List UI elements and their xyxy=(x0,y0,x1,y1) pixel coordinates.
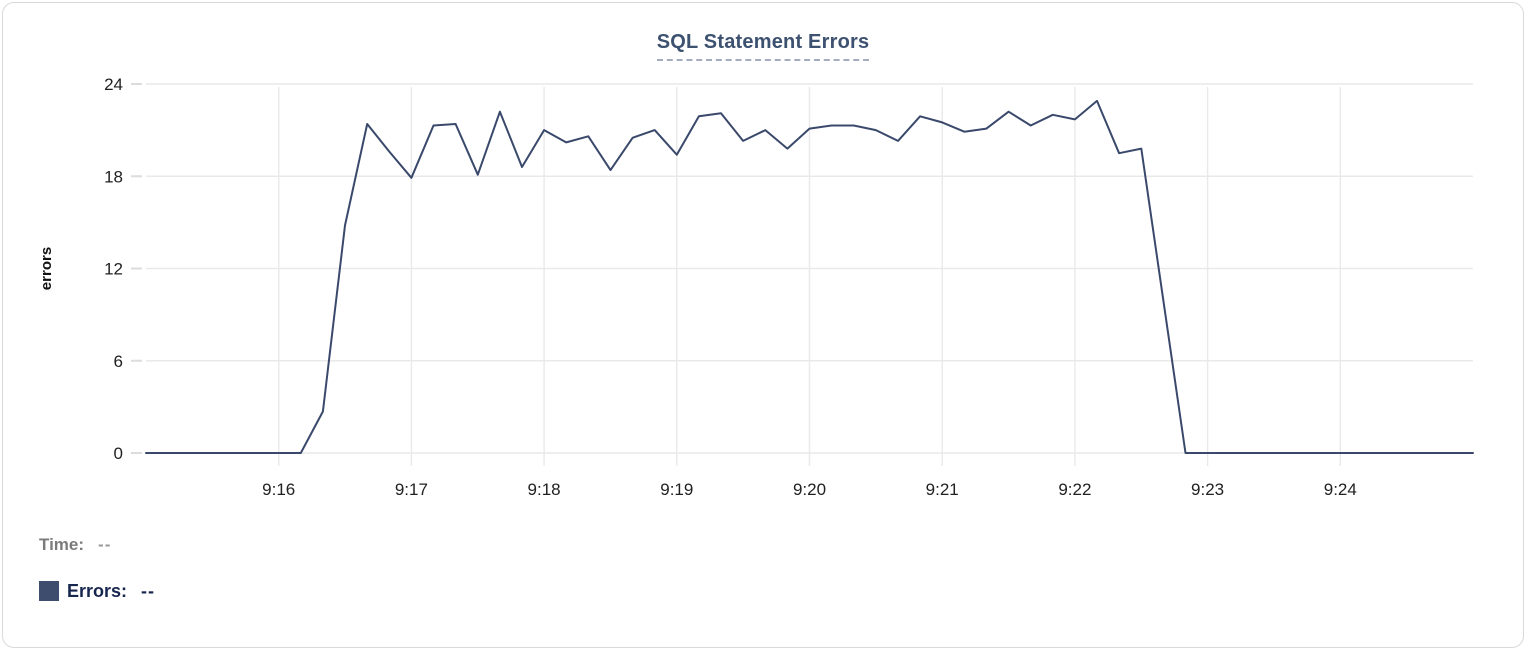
chart-title[interactable]: SQL Statement Errors xyxy=(656,31,870,61)
errors-series-swatch xyxy=(39,581,59,601)
legend-errors-value: -- xyxy=(141,580,156,601)
x-tick-label: 9:20 xyxy=(793,480,826,499)
x-tick-label: 9:24 xyxy=(1324,480,1357,499)
legend-time-row: Time: -- xyxy=(39,533,155,557)
y-tick-label: 0 xyxy=(114,444,123,463)
y-axis-label: errors xyxy=(38,247,55,290)
y-tick-label: 6 xyxy=(114,352,123,371)
x-tick-label: 9:18 xyxy=(528,480,561,499)
legend-errors-label: Errors: xyxy=(67,580,128,601)
x-tick-label: 9:16 xyxy=(262,480,295,499)
y-tick-label: 24 xyxy=(104,75,123,94)
chart-header: SQL Statement Errors xyxy=(3,31,1523,61)
hover-legend: Time: -- Errors: -- xyxy=(39,533,155,625)
legend-time-value: -- xyxy=(98,535,112,554)
y-tick-label: 18 xyxy=(104,167,123,186)
errors-line-chart[interactable]: 0 6 12 18 24 9:16 9:17 9:18 9:19 9:20 9:21 9:22 9:23… xyxy=(3,3,1524,515)
x-tick-label: 9:22 xyxy=(1058,480,1091,499)
errors-series-line xyxy=(145,99,1474,454)
x-tick-label: 9:21 xyxy=(926,480,959,499)
x-tick-label: 9:23 xyxy=(1191,480,1224,499)
y-tick-label: 12 xyxy=(104,260,123,279)
x-tick-label: 9:17 xyxy=(395,480,428,499)
legend-time-label: Time: xyxy=(39,535,85,554)
x-tick-label: 9:19 xyxy=(660,480,693,499)
legend-errors-row: Errors: -- xyxy=(39,579,155,603)
